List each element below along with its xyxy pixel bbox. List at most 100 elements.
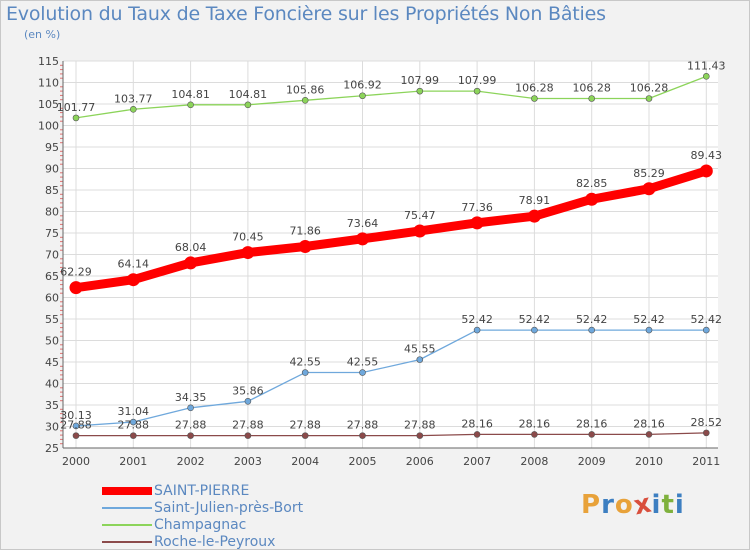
series-line-3 [75, 432, 707, 437]
data-point [702, 326, 710, 334]
y-tick-label: 30 [45, 421, 59, 434]
legend-swatch [102, 523, 152, 526]
data-point [184, 256, 198, 270]
data-label: 71.86 [289, 225, 321, 238]
logo-letter: r [601, 490, 615, 520]
data-point [645, 431, 653, 438]
data-point [130, 418, 137, 426]
logo-letter: P [581, 490, 602, 520]
series-line-1 [75, 329, 707, 427]
data-point [527, 209, 541, 223]
data-label: 42.55 [347, 356, 379, 369]
data-label: 106.92 [343, 79, 382, 92]
y-tick-label: 85 [45, 184, 59, 197]
data-label: 27.88 [232, 419, 264, 432]
data-point [359, 432, 366, 439]
data-label: 77.36 [461, 201, 493, 214]
data-label: 52.42 [691, 313, 723, 326]
y-tick-label: 70 [45, 249, 59, 262]
data-point [645, 95, 653, 102]
logo-letter: i [651, 490, 662, 520]
y-tick-label: 95 [45, 141, 59, 154]
series-line-0 [71, 166, 711, 293]
y-tick-label: 75 [45, 227, 59, 240]
data-point [244, 398, 252, 405]
data-label: 111.43 [687, 59, 726, 72]
x-tick-label: 2007 [463, 455, 491, 468]
data-label: 82.85 [576, 177, 608, 190]
data-label: 68.04 [175, 241, 207, 254]
data-label: 78.91 [519, 194, 551, 207]
data-point [130, 105, 137, 113]
data-point [356, 232, 369, 246]
data-point [588, 431, 596, 438]
x-tick-label: 2005 [349, 455, 377, 468]
unit-label: (en %) [24, 28, 61, 41]
x-tick-label: 2001 [119, 455, 147, 468]
y-tick-label: 60 [45, 292, 59, 305]
data-point [359, 369, 366, 376]
data-point [473, 431, 481, 438]
data-label: 62.29 [60, 266, 92, 279]
data-label: 64.14 [118, 258, 150, 271]
data-label: 27.88 [118, 419, 150, 432]
x-tick-label: 2003 [234, 455, 262, 468]
data-point [588, 326, 596, 334]
x-tick-label: 2006 [406, 455, 434, 468]
y-tick-label: 40 [45, 378, 59, 391]
legend: SAINT-PIERRE Saint-Julien-près-Bort Champa… [102, 482, 303, 550]
y-tick-label: 100 [38, 120, 59, 133]
y-tick-label: 80 [45, 206, 59, 219]
y-tick-label: 115 [38, 55, 59, 68]
logo-letter: o [614, 490, 634, 520]
legend-swatch [102, 540, 152, 543]
data-label: 27.88 [404, 419, 436, 432]
x-tick-label: 2008 [520, 455, 548, 468]
data-label: 52.42 [461, 313, 493, 326]
x-tick-label: 2000 [62, 455, 90, 468]
data-label: 30.13 [60, 409, 92, 422]
data-label: 52.42 [576, 313, 608, 326]
data-point [531, 326, 538, 334]
data-label: 42.55 [289, 356, 321, 369]
data-point [645, 326, 653, 334]
data-point [72, 114, 80, 122]
data-label: 89.43 [691, 149, 723, 162]
legend-label: SAINT-PIERRE [154, 482, 250, 499]
data-label: 107.99 [401, 74, 440, 87]
x-tick-label: 2002 [177, 455, 205, 468]
data-label: 28.16 [461, 417, 493, 430]
y-tick-label: 90 [45, 163, 59, 176]
x-tick-label: 2010 [635, 455, 663, 468]
data-point [585, 192, 599, 206]
y-tick-label: 110 [38, 77, 59, 90]
data-point [416, 87, 424, 95]
data-point [244, 101, 252, 109]
data-point [416, 356, 424, 363]
x-tick-label: 2009 [578, 455, 606, 468]
data-point [702, 429, 710, 437]
data-label: 27.88 [289, 419, 321, 432]
data-point [187, 101, 194, 109]
y-tick-label: 65 [45, 270, 59, 283]
data-point [244, 432, 252, 439]
data-point [588, 95, 596, 102]
data-label: 27.88 [175, 419, 207, 432]
legend-item: Saint-Julien-près-Bort [102, 499, 303, 516]
logo-letter: t [661, 490, 675, 520]
data-label: 27.88 [347, 419, 379, 432]
data-label: 28.52 [691, 416, 723, 429]
data-label: 52.42 [519, 313, 551, 326]
data-label: 106.28 [572, 81, 611, 94]
y-tick-label: 55 [45, 313, 59, 326]
logo-letter: i [674, 490, 685, 520]
data-label: 101.77 [57, 101, 96, 114]
data-point [531, 95, 538, 102]
data-point [413, 224, 427, 238]
data-point [241, 246, 255, 260]
data-label: 104.81 [171, 88, 210, 101]
data-point [473, 326, 481, 334]
legend-swatch [102, 486, 152, 495]
data-point [473, 87, 481, 95]
data-point [699, 164, 713, 178]
